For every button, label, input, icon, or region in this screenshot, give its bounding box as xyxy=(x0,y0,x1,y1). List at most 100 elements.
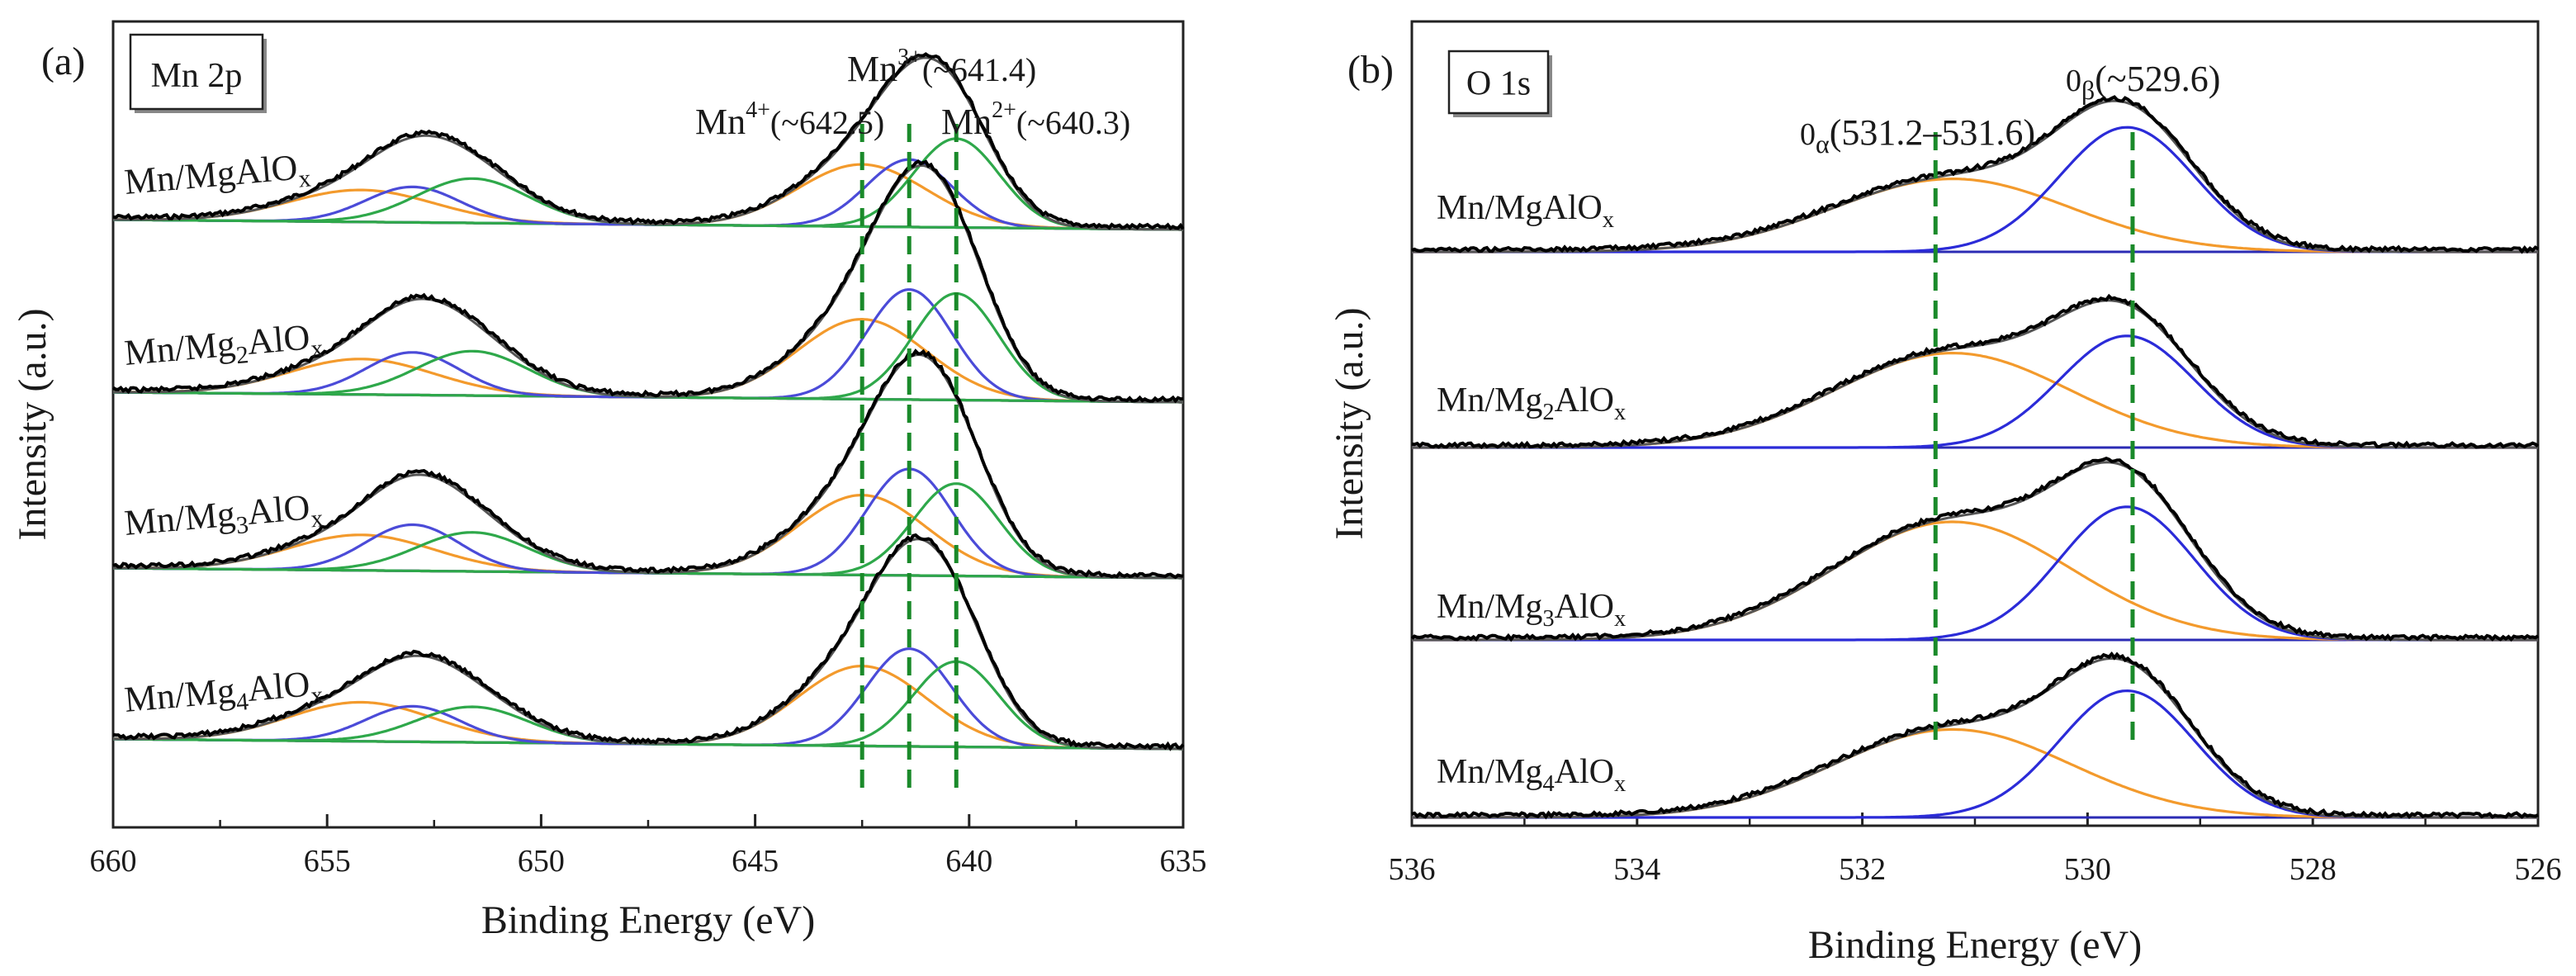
series-label-sub: 2 xyxy=(235,341,250,369)
series-label-base: Mn/Mg xyxy=(1437,189,1542,227)
fit-envelope xyxy=(1412,99,2538,253)
reference-label-value: (~529.6) xyxy=(2095,59,2220,99)
series-label: Mn/MgAlOx xyxy=(1437,189,1614,233)
series-label: Mn/Mg2AlOx xyxy=(123,315,324,379)
series-label-base: Mn/Mg xyxy=(1437,753,1542,791)
fit-envelope xyxy=(1412,299,2538,449)
series-label: Mn/Mg4AlOx xyxy=(1437,753,1626,797)
title-box xyxy=(129,33,264,111)
series-label-tail: AlO xyxy=(1555,753,1614,791)
raw-spectrum xyxy=(1410,456,2540,642)
fit-envelope xyxy=(1412,656,2538,819)
raw-spectrum xyxy=(1411,651,2539,820)
x-tick-label: 536 xyxy=(1389,852,1436,887)
reference-label-value: (531.2–531.6) xyxy=(1830,112,2035,153)
series-label: Mn/Mg3AlOx xyxy=(123,486,324,549)
raw-spectrum xyxy=(111,159,1183,404)
x-tick-label: 660 xyxy=(90,844,137,879)
x-tick-label: 534 xyxy=(1613,852,1660,887)
reference-label: Mn4+(~642.5) xyxy=(695,97,884,142)
x-tick-label: 526 xyxy=(2515,852,2562,887)
series-label-tail: AlO xyxy=(245,487,311,533)
y-axis-label: Intensity (a.u.) xyxy=(11,308,54,540)
chart-title: Mn 2p xyxy=(151,57,243,95)
spectrum-4: Mn/Mg4AlOx xyxy=(1411,651,2539,820)
x-tick-label: 635 xyxy=(1160,844,1207,879)
series-label-sub: x xyxy=(310,681,324,709)
reference-label-value: (~640.3) xyxy=(1016,104,1130,141)
series-label-base: Mn/Mg xyxy=(123,493,237,543)
series-label-tail: AlO xyxy=(1555,588,1614,626)
raw-spectrum xyxy=(1411,95,2540,254)
x-tick-label: 532 xyxy=(1839,852,1886,887)
reference-label-sup: 4+ xyxy=(746,97,770,123)
series-label-sub: x xyxy=(1614,606,1626,632)
series-label-sub: x xyxy=(1614,400,1626,425)
raw-spectrum xyxy=(112,348,1184,580)
reference-label-sub: α xyxy=(1816,129,1830,159)
spectrum-2: Mn/Mg2AlOx xyxy=(1411,293,2540,450)
series-label-sub: 4 xyxy=(235,688,250,716)
raw-spectrum xyxy=(112,533,1185,751)
series-label-sub: x xyxy=(310,505,324,533)
title-box xyxy=(1447,50,1550,115)
series-label-base: Mn/Mg xyxy=(123,323,237,373)
reference-label-base: 0 xyxy=(1800,117,1816,152)
series-label-base: Mn/Mg xyxy=(123,670,237,720)
series-label-base: Mn/Mg xyxy=(123,152,237,202)
reference-label: Mn2+(~640.3) xyxy=(941,97,1130,142)
reference-label-value: (~641.4) xyxy=(922,51,1036,88)
spectrum-3: Mn/Mg3AlOx xyxy=(1410,456,2540,642)
series-label-base: Mn/Mg xyxy=(1437,588,1542,626)
x-tick-label: 650 xyxy=(518,844,565,879)
reference-label: 0α(531.2–531.6) xyxy=(1800,112,2035,159)
series-label-tail: AlO xyxy=(1555,381,1614,419)
series-label-sub: 4 xyxy=(1542,771,1554,797)
x-tick-label: 530 xyxy=(2064,852,2111,887)
reference-label-sub: β xyxy=(2081,75,2095,105)
reference-label-sup: 3+ xyxy=(897,45,922,70)
x-tick-label: 645 xyxy=(732,844,779,879)
series-label-sub: 3 xyxy=(1542,606,1554,632)
reference-label: Mn3+(~641.4) xyxy=(847,45,1036,89)
panel-label: (a) xyxy=(41,40,85,83)
y-axis-label: Intensity (a.u.) xyxy=(1328,307,1371,539)
series-label-tail: AlO xyxy=(245,664,311,709)
x-tick-label: 655 xyxy=(304,844,351,879)
spectrum-1: Mn/MgAlOx xyxy=(112,52,1185,231)
series-label-sub: x xyxy=(310,334,324,362)
series-label-sub: 3 xyxy=(235,511,250,539)
x-tick-label: 528 xyxy=(2290,852,2337,887)
spectrum-1: Mn/MgAlOx xyxy=(1411,95,2540,254)
series-label-sub: 2 xyxy=(1542,400,1554,425)
reference-label-value: (~642.5) xyxy=(770,104,884,141)
series-label-sub: x xyxy=(1603,207,1614,233)
panel-a: (a) Mn 2p 660 655 650 645 640 635 Binding Energy… xyxy=(11,20,1207,942)
series-label-tail: AlO xyxy=(1542,189,1602,227)
chart-title: O 1s xyxy=(1466,65,1531,103)
x-tick-label: 640 xyxy=(945,844,992,879)
reference-label-base: Mn xyxy=(941,102,992,142)
spectrum-3: Mn/Mg3AlOx xyxy=(112,348,1184,580)
series-label-tail: AlO xyxy=(245,317,311,362)
reference-label-base: 0 xyxy=(2066,64,2081,98)
raw-spectrum xyxy=(112,52,1185,230)
reference-label-base: Mn xyxy=(847,49,897,89)
x-axis-label: Binding Energy (eV) xyxy=(481,898,815,942)
panel-b: (b) O 1s 536 534 532 530 528 526 Binding Energy … xyxy=(1328,20,2562,967)
panel-label: (b) xyxy=(1347,48,1394,92)
spectrum-4: Mn/Mg4AlOx xyxy=(112,533,1185,751)
series-label-tail: AlO xyxy=(234,147,300,192)
reference-label: 0β(~529.6) xyxy=(2066,59,2220,105)
spectrum-2: Mn/Mg2AlOx xyxy=(111,159,1183,404)
series-label-sub: x xyxy=(1614,771,1626,797)
series-label-base: Mn/Mg xyxy=(1437,381,1542,419)
series-label: Mn/MgAlOx xyxy=(123,146,312,208)
reference-label-sup: 2+ xyxy=(992,97,1016,123)
x-axis-label: Binding Energy (eV) xyxy=(1808,923,2142,967)
series-label: Mn/Mg4AlOx xyxy=(123,662,324,726)
raw-spectrum xyxy=(1411,293,2540,450)
series-label-sub: x xyxy=(297,164,312,192)
reference-label-base: Mn xyxy=(695,102,746,142)
